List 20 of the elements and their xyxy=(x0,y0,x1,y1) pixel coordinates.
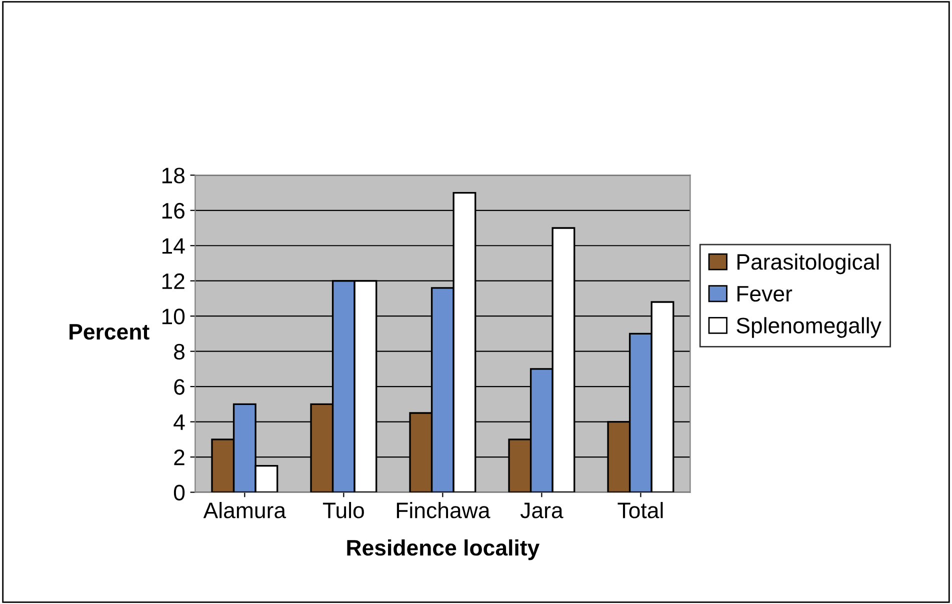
x-tick-label: Jara xyxy=(520,502,564,518)
y-tick-label: 16 xyxy=(162,202,184,219)
y-tick-label: 18 xyxy=(162,168,184,184)
y-tick-label: 10 xyxy=(162,308,185,324)
y-tick-label: 2 xyxy=(174,450,184,466)
legend-label: Splenomegally xyxy=(736,317,882,338)
y-tick-label: 12 xyxy=(162,273,184,289)
legend-label: Fever xyxy=(737,286,792,302)
x-tick-label: Total xyxy=(618,502,663,518)
y-tick-label: 8 xyxy=(174,344,184,360)
y-tick-label: 14 xyxy=(162,238,185,254)
x-tick-label: Alamura xyxy=(203,502,286,518)
x-tick-label: Finchawa xyxy=(396,502,490,518)
y-axis-title: Percent xyxy=(70,324,150,340)
y-tick-label: 4 xyxy=(174,414,185,430)
y-tick-label: 6 xyxy=(174,379,184,395)
y-tick-label: 0 xyxy=(174,484,185,501)
x-tick-label: Tulo xyxy=(322,502,364,518)
x-axis-title: Residence locality xyxy=(347,539,540,560)
legend-label: Parasitological xyxy=(737,253,879,274)
